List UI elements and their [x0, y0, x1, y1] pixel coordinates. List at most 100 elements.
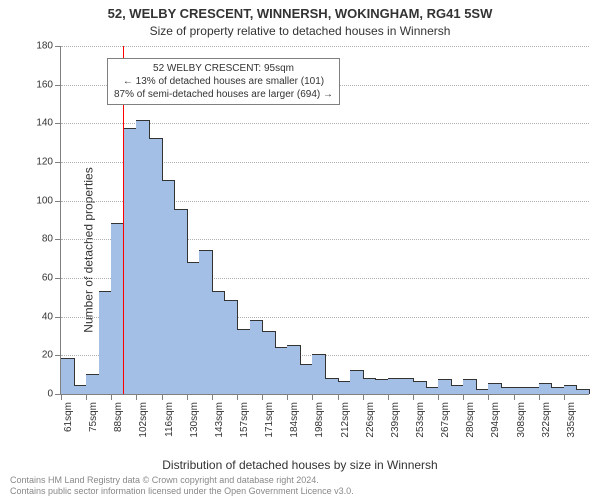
x-tick: [287, 394, 288, 400]
histogram-bar: [564, 385, 578, 394]
y-tick-label: 160: [36, 79, 53, 90]
histogram-bar: [124, 128, 138, 394]
x-tick: [388, 394, 389, 400]
histogram-bar: [149, 138, 163, 394]
x-tick-label: 226sqm: [365, 402, 376, 438]
y-tick-label: 60: [42, 273, 53, 284]
histogram-bar: [338, 381, 352, 394]
x-tick-label: 212sqm: [340, 402, 351, 438]
histogram-bar: [162, 180, 176, 394]
histogram-bar: [325, 378, 339, 394]
histogram-bar: [224, 300, 238, 394]
x-tick-label: 171sqm: [264, 402, 275, 438]
histogram-bar: [375, 379, 389, 394]
x-tick: [413, 394, 414, 400]
annotation-line-3: 87% of semi-detached houses are larger (…: [114, 88, 333, 101]
y-tick: [55, 46, 61, 47]
x-tick: [564, 394, 565, 400]
y-tick-label: 120: [36, 157, 53, 168]
footer-line-2: Contains public sector information licen…: [10, 486, 354, 496]
histogram-bar: [400, 378, 414, 394]
x-tick: [514, 394, 515, 400]
x-tick: [262, 394, 263, 400]
x-tick: [212, 394, 213, 400]
histogram-bar: [426, 387, 440, 394]
histogram-bar: [526, 387, 540, 394]
histogram-bar: [363, 378, 377, 394]
annotation-box: 52 WELBY CRESCENT: 95sqm← 13% of detache…: [107, 58, 340, 105]
histogram-bar: [576, 389, 590, 394]
histogram-bar: [451, 385, 465, 394]
y-tick-label: 0: [47, 389, 53, 400]
y-tick-label: 140: [36, 118, 53, 129]
x-tick: [61, 394, 62, 400]
y-tick: [55, 123, 61, 124]
x-tick: [338, 394, 339, 400]
x-tick: [111, 394, 112, 400]
histogram-bar: [237, 329, 251, 394]
x-tick-label: 294sqm: [490, 402, 501, 438]
x-tick-label: 239sqm: [390, 402, 401, 438]
x-tick-label: 198sqm: [314, 402, 325, 438]
histogram-bar: [275, 347, 289, 394]
plot-area: 02040608010012014016018061sqm75sqm88sqm1…: [60, 46, 589, 395]
annotation-line-1: 52 WELBY CRESCENT: 95sqm: [114, 62, 333, 75]
grid-line: [61, 46, 589, 47]
x-tick: [237, 394, 238, 400]
y-tick: [55, 162, 61, 163]
y-tick: [55, 85, 61, 86]
x-tick: [463, 394, 464, 400]
data-source-footer: Contains HM Land Registry data © Crown c…: [10, 475, 354, 496]
histogram-bar: [413, 381, 427, 394]
histogram-bar: [463, 379, 477, 394]
histogram-bar: [212, 291, 226, 394]
histogram-bar: [514, 387, 528, 394]
y-tick-label: 100: [36, 195, 53, 206]
histogram-bar: [86, 374, 100, 394]
x-tick: [86, 394, 87, 400]
histogram-bar: [136, 120, 150, 394]
x-tick: [187, 394, 188, 400]
footer-line-1: Contains HM Land Registry data © Crown c…: [10, 475, 354, 485]
histogram-bar: [350, 370, 364, 394]
histogram-bar: [74, 385, 88, 394]
histogram-bar: [61, 358, 75, 394]
y-tick: [55, 278, 61, 279]
x-tick-label: 280sqm: [465, 402, 476, 438]
x-tick-label: 157sqm: [239, 402, 250, 438]
x-tick-label: 116sqm: [164, 402, 175, 437]
x-tick: [162, 394, 163, 400]
x-tick-label: 102sqm: [138, 402, 149, 438]
x-tick-label: 267sqm: [440, 402, 451, 438]
histogram-bar: [312, 354, 326, 394]
histogram-bar: [501, 387, 515, 394]
x-tick-label: 130sqm: [189, 402, 200, 438]
x-tick-label: 308sqm: [516, 402, 527, 438]
annotation-line-2: ← 13% of detached houses are smaller (10…: [114, 75, 333, 88]
y-tick-label: 20: [42, 350, 53, 361]
x-tick: [438, 394, 439, 400]
histogram-bar: [187, 262, 201, 394]
histogram-bar: [551, 387, 565, 394]
histogram-bar: [388, 378, 402, 394]
x-tick: [136, 394, 137, 400]
histogram-bar: [99, 291, 113, 394]
x-tick-label: 61sqm: [63, 402, 74, 432]
y-tick: [55, 239, 61, 240]
y-tick-label: 180: [36, 41, 53, 52]
x-axis-label: Distribution of detached houses by size …: [0, 458, 600, 472]
x-tick-label: 184sqm: [289, 402, 300, 438]
histogram-bar: [250, 320, 264, 394]
chart-subtitle: Size of property relative to detached ho…: [0, 24, 600, 38]
x-tick-label: 322sqm: [541, 402, 552, 438]
histogram-bar: [300, 364, 314, 394]
y-tick: [55, 201, 61, 202]
chart-title: 52, WELBY CRESCENT, WINNERSH, WOKINGHAM,…: [0, 6, 600, 21]
x-tick-label: 143sqm: [214, 402, 225, 438]
histogram-bar: [174, 209, 188, 394]
x-tick-label: 88sqm: [113, 402, 124, 432]
x-tick: [539, 394, 540, 400]
histogram-bar: [539, 383, 553, 394]
x-tick-label: 253sqm: [415, 402, 426, 438]
histogram-bar: [488, 383, 502, 394]
